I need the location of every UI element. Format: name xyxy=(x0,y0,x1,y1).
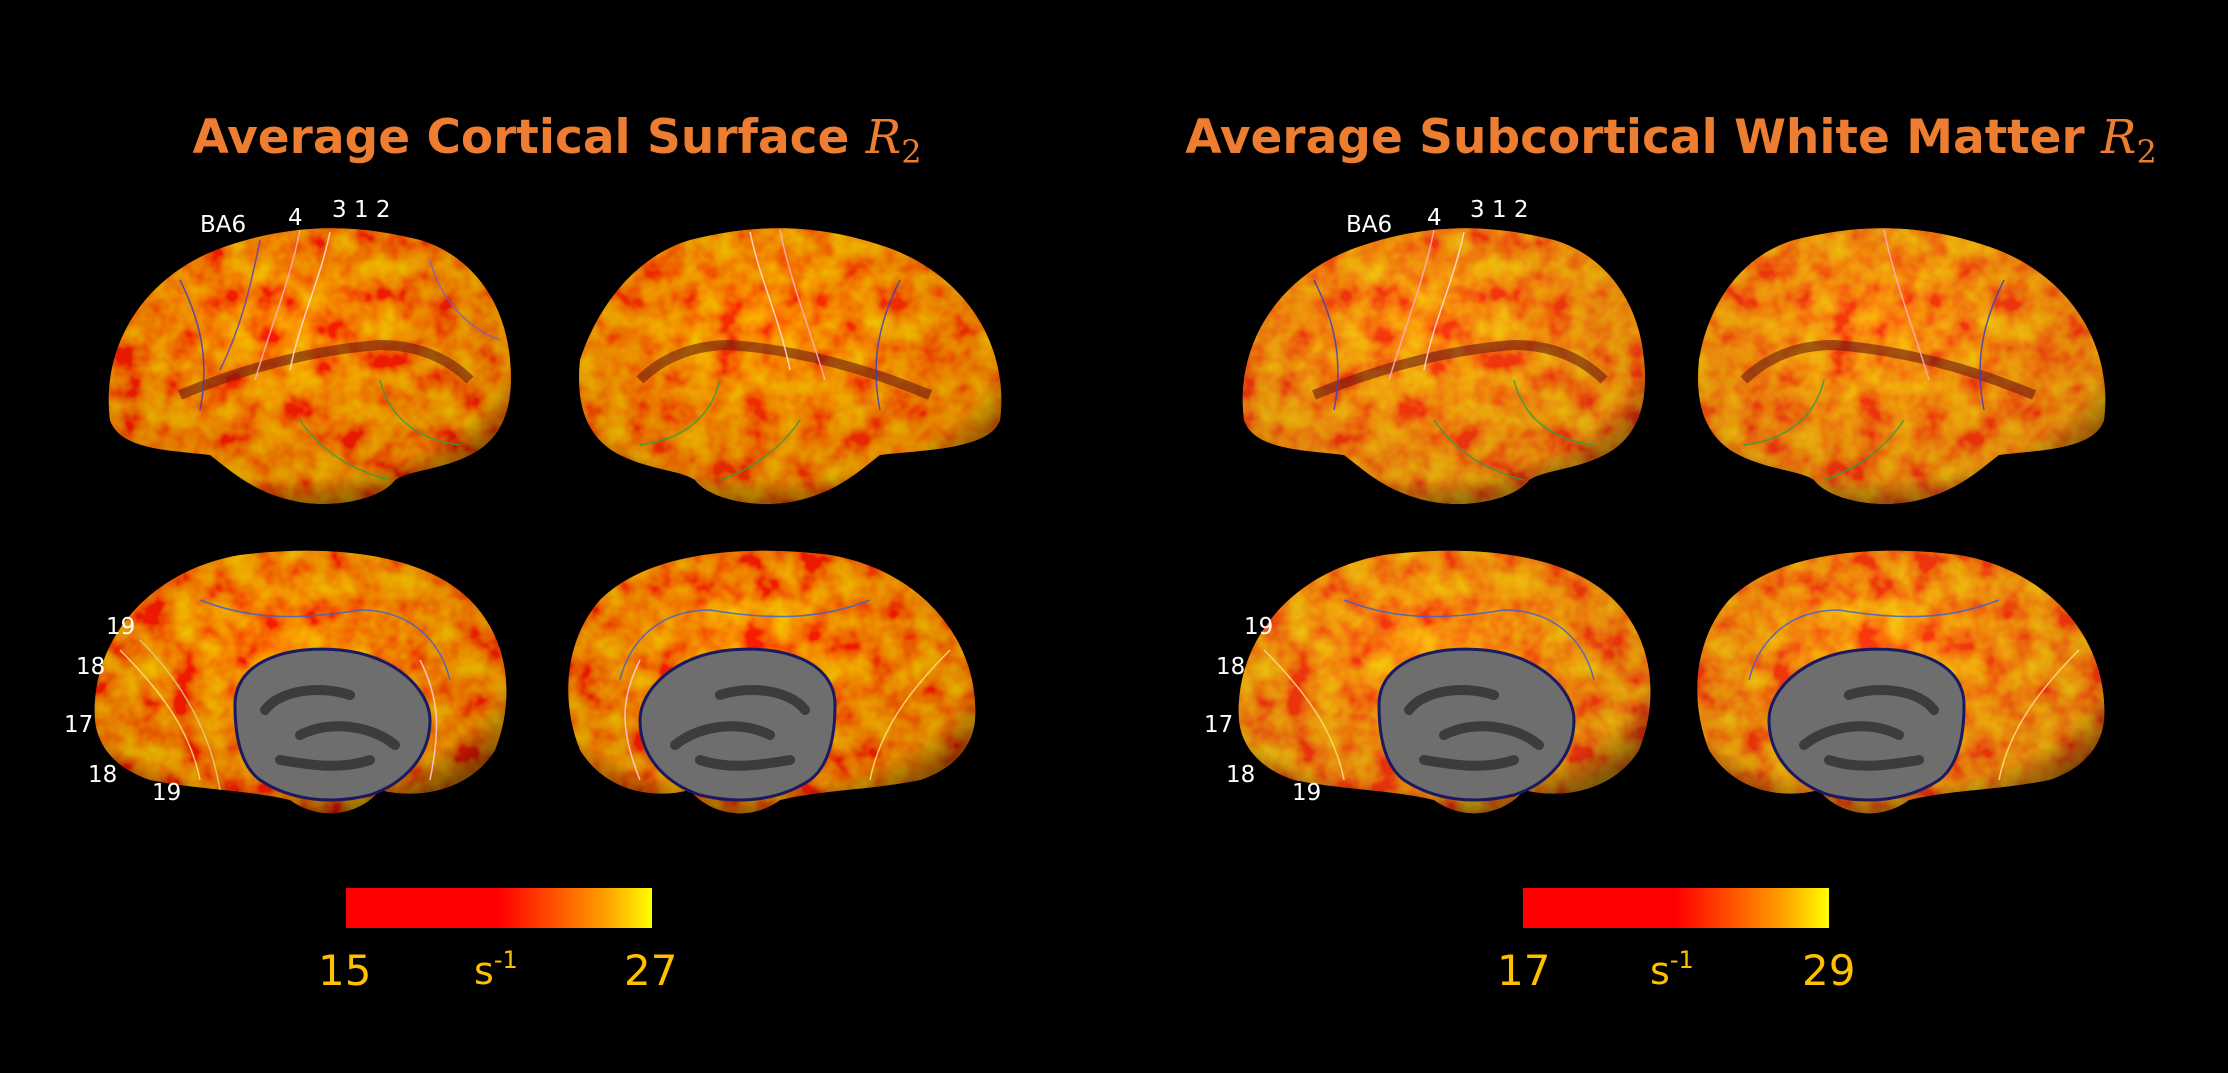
brain-surface-renderings xyxy=(1238,228,2106,814)
title-text: Average Subcortical White Matter xyxy=(1185,110,2102,165)
colorbar-max: 29 xyxy=(1802,946,1856,995)
r2-symbol: R2 xyxy=(2101,110,2157,171)
lateral-left-hemisphere xyxy=(1242,228,1645,504)
cortical-surface-panel: Average Cortical Surface R2 xyxy=(0,110,1114,995)
label-ba4: 4 xyxy=(288,205,303,231)
r2-symbol: R2 xyxy=(865,110,922,171)
unit-base: s xyxy=(1650,949,1670,993)
unit-base: s xyxy=(474,949,494,993)
medial-left-hemisphere xyxy=(94,550,507,814)
unit-exponent: -1 xyxy=(1669,946,1694,974)
label-ba4: 4 xyxy=(1427,205,1442,231)
colorbar-unit: s-1 xyxy=(1650,946,1694,993)
label-18-upper: 18 xyxy=(76,654,106,680)
panel-title: Average Subcortical White Matter R2 xyxy=(1114,110,2228,171)
lateral-left-hemisphere xyxy=(108,228,511,504)
label-19-upper: 19 xyxy=(1244,614,1274,640)
lateral-right-hemisphere xyxy=(579,228,1002,504)
colorbar-min: 17 xyxy=(1497,946,1551,995)
medial-left-hemisphere xyxy=(1238,550,1651,814)
white-matter-panel: Average Subcortical White Matter R2 xyxy=(1114,0,2228,1073)
label-18-lower: 18 xyxy=(1226,762,1256,788)
brain-surface-renderings xyxy=(94,228,1002,814)
label-17: 17 xyxy=(64,712,94,738)
colorbar-unit: s-1 xyxy=(474,946,518,993)
label-17: 17 xyxy=(1204,712,1234,738)
r-symbol: R xyxy=(2101,110,2137,165)
panel-title: Average Cortical Surface R2 xyxy=(0,110,1114,171)
r-symbol: R xyxy=(865,110,902,165)
colorbar xyxy=(346,888,652,928)
medial-right-hemisphere xyxy=(1697,550,2105,814)
colorbar-min: 15 xyxy=(318,946,372,995)
label-19-upper: 19 xyxy=(106,614,136,640)
label-19-lower: 19 xyxy=(152,780,182,806)
label-ba312: 3 1 2 xyxy=(332,197,391,223)
label-18-lower: 18 xyxy=(88,762,118,788)
colorbar xyxy=(1523,888,1829,928)
lateral-right-hemisphere xyxy=(1698,228,2106,504)
r-subscript: 2 xyxy=(2136,133,2157,171)
unit-exponent: -1 xyxy=(493,946,518,974)
title-text: Average Cortical Surface xyxy=(192,110,866,165)
label-18-upper: 18 xyxy=(1216,654,1246,680)
label-ba6: BA6 xyxy=(200,212,247,238)
label-ba6: BA6 xyxy=(1346,212,1393,238)
r-subscript: 2 xyxy=(901,133,922,171)
label-ba312: 3 1 2 xyxy=(1470,197,1529,223)
colorbar-max: 27 xyxy=(624,946,678,995)
medial-right-hemisphere xyxy=(568,550,976,814)
label-19-lower: 19 xyxy=(1292,780,1322,806)
